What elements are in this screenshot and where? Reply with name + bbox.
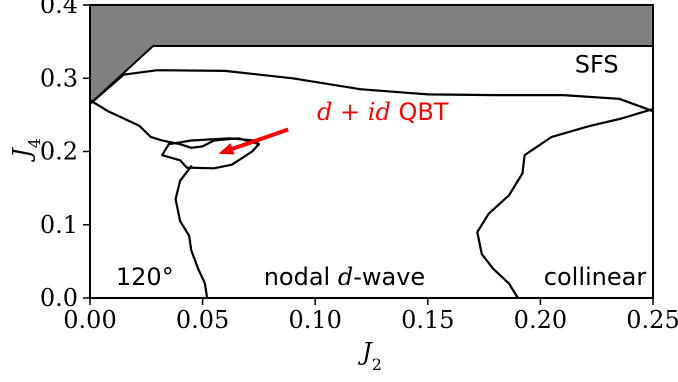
y-tick-label: 0.1 [40, 211, 78, 239]
plot-frame [89, 4, 654, 299]
label-collinear: collinear [544, 263, 647, 291]
x-tick-label: 0.05 [176, 306, 229, 334]
x-axis-label: J2 [357, 338, 382, 374]
excluded-region [90, 5, 653, 106]
y-tick-label: 0.4 [40, 0, 78, 19]
x-tick-label: 0.15 [401, 306, 454, 334]
y-axis-label: J4 [8, 138, 44, 163]
x-axis: 0.00 0.05 0.10 0.15 0.20 0.25 [63, 298, 678, 334]
label-qbt: d + id QBT [317, 98, 449, 126]
left-phase-boundary [90, 99, 260, 149]
collinear-boundary [476, 107, 653, 298]
upper-phase-boundary [90, 69, 653, 113]
label-sfs: SFS [575, 50, 619, 78]
label-nodal: nodal d-wave [264, 263, 425, 291]
plot-area [90, 5, 653, 298]
nodal-boundary [174, 165, 209, 298]
arrow-head [218, 143, 235, 155]
x-tick-label: 0.20 [514, 306, 567, 334]
label-120: 120° [116, 263, 174, 291]
x-tick-label: 0.00 [63, 306, 116, 334]
x-tick-label: 0.25 [626, 306, 678, 334]
y-tick-label: 0.2 [40, 138, 78, 166]
y-tick-label: 0.3 [40, 64, 78, 92]
arrow-shaft [231, 127, 289, 151]
x-tick-label: 0.10 [288, 306, 341, 334]
y-tick-label: 0.0 [40, 284, 78, 312]
pocket-boundary [161, 137, 260, 170]
y-axis: 0.0 0.1 0.2 0.3 0.4 [40, 0, 90, 312]
